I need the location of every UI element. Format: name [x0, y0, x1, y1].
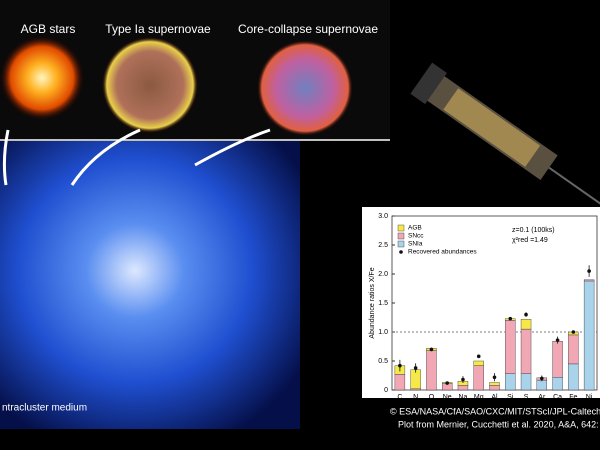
bar-segment — [568, 334, 579, 365]
recovered-point — [429, 347, 434, 352]
bar-segment — [552, 377, 563, 391]
y-tick-label: 0 — [384, 387, 388, 394]
x-tick-label: Fe — [569, 394, 577, 401]
legend-swatch — [397, 232, 405, 240]
recovered-point — [476, 354, 481, 359]
x-tick-label: Na — [458, 394, 467, 401]
credit: Plot from Mernier, Cucchetti et al. 2020… — [398, 419, 600, 429]
bar-segment — [583, 279, 595, 282]
bar-segment — [552, 341, 563, 378]
recovered-point — [413, 366, 418, 370]
x-tick-label: S — [524, 394, 529, 401]
x-tick-label: O — [429, 394, 435, 401]
x-tick-label: Ar — [538, 394, 546, 401]
bar-segment — [505, 373, 516, 391]
legend-swatch — [397, 240, 405, 248]
y-tick-label: 1.0 — [378, 329, 388, 336]
bar-segment — [473, 360, 484, 366]
bar-segment — [520, 373, 532, 391]
bar-segment — [583, 280, 595, 391]
type1a-image — [102, 37, 198, 133]
legend-label: AGB — [408, 225, 422, 232]
y-axis-label: Abundance ratios X/Fe — [369, 267, 376, 338]
satellite — [410, 62, 600, 215]
label: Type Ia supernovae — [105, 22, 211, 36]
label: AGB stars — [21, 22, 76, 36]
bar-segment — [536, 379, 548, 391]
recovered-point — [461, 377, 465, 382]
x-tick-label: Mg — [474, 394, 484, 401]
legend-label: SNcc — [408, 233, 424, 240]
bar-segment — [489, 385, 500, 391]
recovered-point — [524, 312, 528, 317]
recovered-point — [492, 375, 497, 380]
legend-swatch — [399, 250, 403, 254]
label: Core-collapse supernovae — [238, 22, 378, 36]
annotation: χ²red =1.49 — [512, 237, 548, 244]
bar-segment — [457, 385, 469, 391]
legend-swatch — [397, 224, 405, 232]
y-tick-label: 2.5 — [378, 242, 388, 249]
agb-star-image — [0, 36, 84, 120]
bar-segment — [394, 374, 406, 391]
x-tick-label: Si — [507, 394, 514, 401]
recovered-point — [571, 330, 576, 334]
recovered-point — [540, 376, 544, 381]
x-tick-label: Ni — [586, 394, 593, 401]
recovered-point — [587, 269, 591, 273]
bar-segment — [505, 320, 516, 374]
x-tick-label: Al — [491, 394, 498, 401]
bar-segment — [520, 319, 532, 330]
x-tick-label: Ne — [443, 394, 452, 401]
x-tick-label: N — [413, 394, 418, 401]
chart: 0 0.5 1.0 1.5 2.0 2.5 3.0 Abundance ratios X/Fe… — [369, 213, 598, 401]
cc-image — [257, 40, 353, 136]
recovered-point — [555, 338, 560, 342]
cluster-image — [0, 141, 300, 429]
bar-segment — [426, 350, 437, 391]
bar-segment — [489, 382, 500, 386]
y-tick-label: 2.0 — [378, 271, 388, 278]
y-tick-label: 3.0 — [378, 213, 388, 220]
bar-segment — [473, 365, 484, 391]
recovered-point — [508, 316, 513, 321]
bar-segment — [520, 328, 532, 374]
x-tick-label: C — [397, 394, 402, 401]
recovered-point — [445, 381, 449, 385]
annotation: z=0.1 (100ks) — [512, 227, 555, 234]
arrows — [2, 128, 271, 186]
y-tick-label: 1.5 — [378, 300, 388, 307]
legend-label: Recovered abundances — [408, 249, 477, 256]
recovered-point — [398, 363, 402, 368]
credit: © ESA/NASA/CfA/SAO/CXC/MIT/STScI/JPL-Cal… — [390, 406, 600, 416]
legend-label: SNIa — [408, 241, 423, 248]
label: ntracluster medium — [2, 403, 87, 414]
y-tick-label: 0.5 — [378, 358, 388, 365]
x-tick-label: Ca — [553, 394, 562, 401]
bar-segment — [568, 363, 579, 391]
